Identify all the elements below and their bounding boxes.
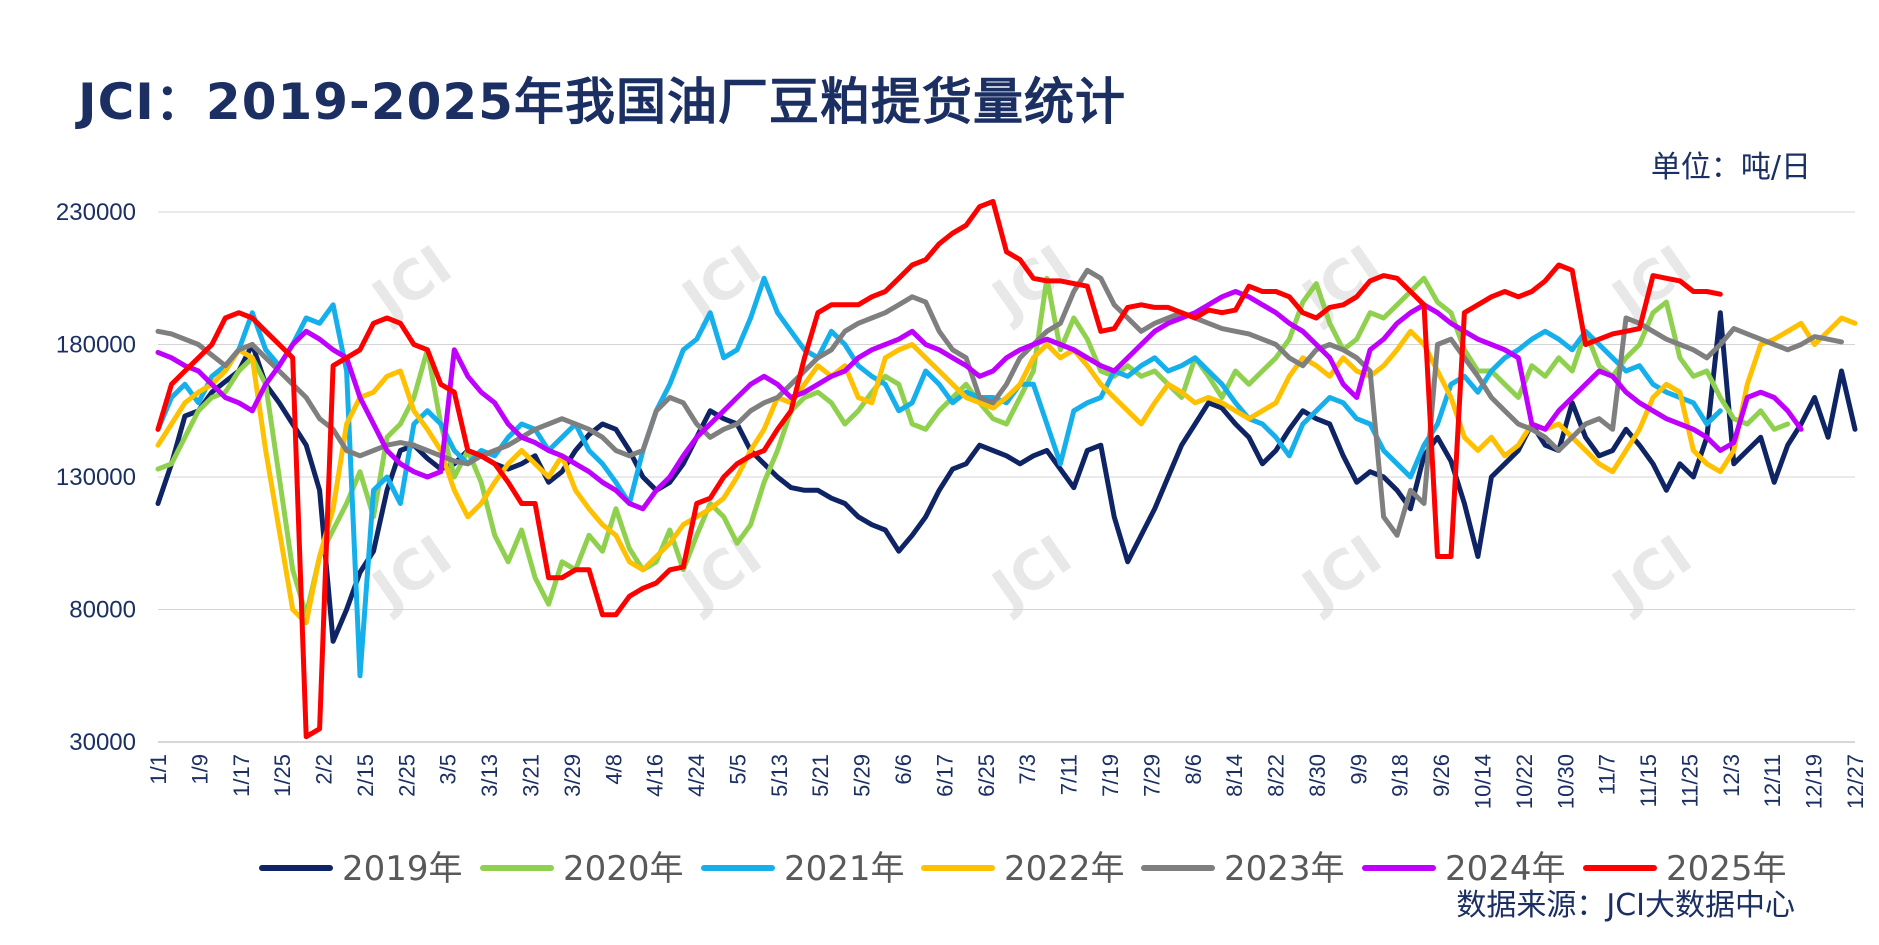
x-tick-label: 5/5: [725, 754, 750, 785]
x-tick-label: 6/17: [932, 754, 957, 797]
y-axis: 30000 80000 130000 180000 230000: [56, 199, 136, 756]
y-tick-label: 230000: [56, 199, 136, 226]
x-tick-label: 1/17: [229, 754, 254, 797]
x-tick-label: 12/11: [1760, 754, 1785, 807]
watermark-text: JCI: [1288, 523, 1393, 623]
x-axis: 1/1 1/9 1/17 1/25 2/2 2/15 2/25 3/5 3/13 3/21 3/29…: [146, 754, 1868, 809]
legend-label: 2024年: [1445, 849, 1566, 889]
legend-label: 2025年: [1666, 849, 1787, 889]
x-tick-label: 10/30: [1553, 754, 1578, 809]
x-tick-label: 7/19: [1098, 754, 1123, 797]
x-tick-label: 5/29: [850, 754, 875, 797]
x-tick-label: 8/30: [1305, 754, 1330, 797]
legend-label: 2023年: [1224, 849, 1345, 889]
x-tick-label: 8/14: [1222, 754, 1247, 797]
series-line-2023年: [155, 267, 1844, 538]
watermark-text: JCI: [668, 523, 773, 623]
x-tick-label: 12/3: [1719, 754, 1744, 797]
x-tick-label: 1/25: [270, 754, 295, 797]
legend-label: 2019年: [342, 849, 463, 889]
x-tick-label: 2/25: [394, 754, 419, 797]
x-tick-label: 12/27: [1843, 754, 1868, 809]
x-tick-label: 12/19: [1802, 754, 1827, 809]
x-tick-label: 11/25: [1677, 754, 1702, 807]
legend-label: 2020年: [563, 849, 684, 889]
y-tick-label: 180000: [56, 332, 136, 359]
x-tick-label: 6/25: [974, 754, 999, 797]
x-tick-label: 5/21: [808, 754, 833, 797]
x-tick-label: 3/29: [560, 754, 585, 797]
grid-layer: [158, 211, 1855, 743]
x-tick-label: 4/8: [601, 754, 626, 785]
watermark-text: JCI: [978, 523, 1083, 623]
watermark-text: JCI: [358, 523, 463, 623]
x-tick-label: 9/9: [1346, 754, 1371, 785]
x-tick-label: 7/29: [1139, 754, 1164, 797]
x-tick-label: 10/14: [1470, 754, 1495, 809]
x-tick-label: 6/6: [891, 754, 916, 785]
source-label: 数据来源：JCI大数据中心: [1456, 888, 1795, 923]
x-tick-label: 3/5: [436, 754, 461, 785]
legend-label: 2021年: [784, 849, 905, 889]
x-tick-label: 11/15: [1636, 754, 1661, 807]
watermark-text: JCI: [358, 233, 463, 333]
x-tick-label: 3/21: [519, 754, 544, 797]
legend: 2019年 2020年 2021年 2022年 2023年 2024年 2025年: [259, 849, 1787, 889]
x-tick-label: 1/1: [146, 754, 171, 785]
x-tick-label: 4/24: [684, 754, 709, 797]
unit-label: 单位：吨/日: [1650, 150, 1811, 185]
x-tick-label: 4/16: [643, 754, 668, 797]
x-tick-label: 5/13: [767, 754, 792, 797]
watermark-text: JCI: [668, 233, 773, 333]
watermark-text: JCI: [1598, 523, 1703, 623]
x-tick-label: 2/15: [353, 754, 378, 797]
y-tick-label: 130000: [56, 464, 136, 491]
x-tick-label: 9/18: [1388, 754, 1413, 797]
x-tick-label: 7/11: [1057, 754, 1082, 795]
x-tick-label: 7/3: [1015, 754, 1040, 785]
x-tick-label: 2/2: [312, 754, 337, 785]
series-layer: [155, 198, 1858, 740]
x-tick-label: 8/6: [1181, 754, 1206, 785]
x-tick-label: 10/22: [1512, 754, 1537, 809]
chart-title: JCI：2019-2025年我国油厂豆粕提货量统计: [78, 73, 1126, 131]
legend-label: 2022年: [1004, 849, 1125, 889]
x-tick-label: 9/26: [1429, 754, 1454, 797]
x-tick-label: 1/9: [187, 754, 212, 785]
x-tick-label: 8/22: [1264, 754, 1289, 797]
y-tick-label: 80000: [69, 597, 136, 624]
y-tick-label: 30000: [69, 729, 136, 756]
x-tick-label: 3/13: [477, 754, 502, 797]
x-tick-label: 11/7: [1595, 754, 1620, 795]
series-line-2024年: [155, 289, 1804, 512]
series-line-2025年: [155, 198, 1723, 740]
